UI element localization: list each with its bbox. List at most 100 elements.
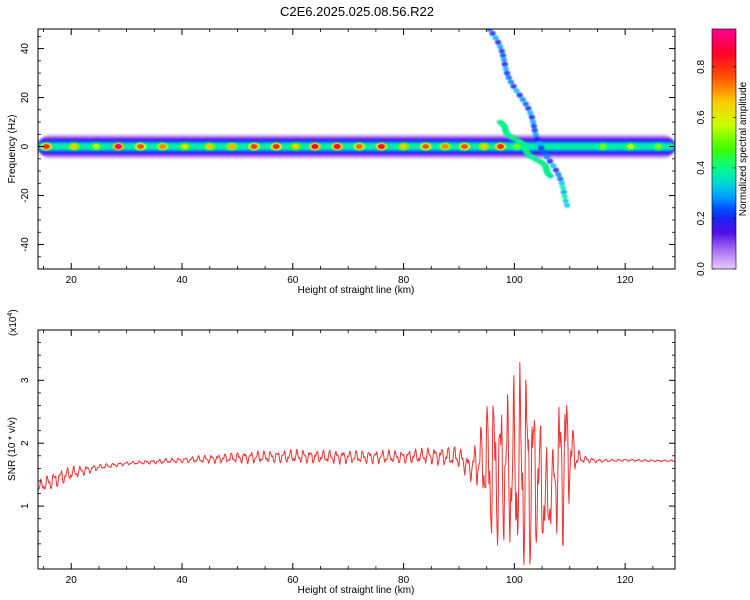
spectrogram-scatter-blob bbox=[519, 96, 527, 103]
spectrogram-scatter-blob bbox=[525, 105, 532, 111]
spectrogram-scatter-blob bbox=[500, 57, 508, 63]
colorbar-tick-label: 0.0 bbox=[696, 262, 707, 276]
spectrogram-peak-core bbox=[159, 144, 167, 149]
spectrogram-peak-core bbox=[42, 144, 50, 149]
spectrogram-x-tick-label: 80 bbox=[398, 275, 410, 286]
spectrogram-scatter-blob bbox=[552, 167, 560, 173]
spectrogram-scatter-blob bbox=[498, 48, 506, 54]
spectrogram-scatter-blob bbox=[507, 79, 515, 85]
spectrogram-frame bbox=[37, 28, 676, 270]
spectrogram-x-tick-label: 100 bbox=[506, 275, 523, 286]
snr-y-tick-label: 2 bbox=[20, 440, 31, 446]
spectrogram-scatter-blob bbox=[527, 110, 534, 116]
spectrogram-scatter-blob bbox=[559, 185, 567, 191]
spectrogram-peak-core bbox=[250, 144, 258, 149]
spectrogram-peak-core bbox=[333, 144, 341, 149]
spectrogram-scatter-blob bbox=[492, 35, 499, 41]
spectrogram-peak-core bbox=[311, 144, 319, 149]
spectrogram-y-tick-label: -40 bbox=[20, 237, 31, 252]
snr-y-label: SNR (10 * v/v) bbox=[7, 417, 18, 481]
spectrogram-x-ticks: 20 40 60 80 100 120 bbox=[43, 29, 654, 286]
spectrogram-scatter-blob bbox=[489, 30, 496, 37]
spectrogram-peak-core bbox=[114, 144, 122, 149]
spectrogram-scatter-blob bbox=[513, 88, 520, 94]
spectrogram-scatter-blob bbox=[560, 189, 568, 195]
spectrogram-y-tick-label: -20 bbox=[20, 188, 31, 203]
spectrogram-scatter-blob bbox=[533, 136, 541, 142]
colorbar-tick-label: 0.4 bbox=[696, 161, 707, 175]
figure-title: C2E6.2025.025.08.56.R22 bbox=[280, 4, 434, 19]
spectrogram-peak-core bbox=[461, 144, 469, 149]
spectrogram-scatter-blob bbox=[510, 83, 517, 89]
spectrogram-scatter-blob bbox=[535, 141, 543, 147]
snr-plot-area bbox=[38, 330, 675, 569]
spectrogram-peak-core bbox=[92, 144, 100, 149]
spectrogram-scatter-blob bbox=[516, 92, 523, 98]
spectrogram-peak-core bbox=[292, 144, 300, 149]
spectrogram-peak-core bbox=[513, 144, 521, 149]
snr-y-tick-label: 1 bbox=[20, 503, 31, 509]
snr-x-tick-label: 20 bbox=[66, 575, 78, 586]
spectrogram-scatter-blob bbox=[522, 101, 529, 107]
spectrogram-peak-core bbox=[422, 144, 430, 149]
snr-x-tick-label: 40 bbox=[176, 575, 188, 586]
colorbar-tick-label: 0.2 bbox=[696, 211, 707, 225]
snr-x-tick-label: 60 bbox=[287, 575, 299, 586]
spectrogram-peak-core bbox=[136, 144, 144, 149]
spectrogram-y-ticks: -40 -20 0 20 40 bbox=[20, 35, 675, 270]
snr-x-label: Height of straight line (km) bbox=[298, 585, 415, 596]
spectrogram-peak-core bbox=[654, 144, 662, 149]
spectrogram-x-tick-label: 40 bbox=[176, 275, 188, 286]
snr-x-ticks: 20 40 60 80 100 120 bbox=[43, 330, 654, 586]
spectrogram-scatter-blob bbox=[555, 171, 562, 178]
spectrogram-scatter-blob bbox=[530, 123, 538, 129]
spectrogram-scatter-blob bbox=[562, 198, 569, 204]
spectrogram-y-tick-label: 20 bbox=[20, 92, 31, 104]
spectrogram-scatter-blob bbox=[528, 114, 536, 120]
spectrogram-scatter-blob bbox=[546, 158, 554, 164]
spectrogram-peak-core bbox=[181, 144, 189, 149]
colorbar: 0.0 0.2 0.4 0.6 0.8 Normalized spectral ampl… bbox=[696, 28, 749, 276]
spectrogram-y-label: Frequency (Hz) bbox=[7, 115, 18, 184]
spectrogram-scatter-blob bbox=[557, 176, 564, 182]
spectrogram-scatter-blob bbox=[502, 66, 509, 72]
spectrogram-x-tick-label: 60 bbox=[287, 275, 299, 286]
snr-x-tick-label: 100 bbox=[506, 575, 523, 586]
colorbar-frame bbox=[711, 28, 737, 270]
snr-frame bbox=[37, 329, 676, 570]
spectrogram-scatter-blob bbox=[547, 173, 554, 179]
spectrogram-peak-core bbox=[400, 144, 408, 149]
spectrogram-scatter-blob bbox=[503, 70, 511, 76]
snr-x-tick-label: 120 bbox=[617, 575, 634, 586]
colorbar-tick-label: 0.6 bbox=[696, 110, 707, 124]
spectrogram-peak-core bbox=[441, 144, 449, 149]
spectrogram-scatter-blob bbox=[529, 118, 537, 125]
spectrogram-scatter-blob bbox=[501, 61, 509, 67]
spectrogram-scatter-blob bbox=[558, 180, 566, 186]
spectrogram-panel: 20 40 60 80 100 120 -40 -20 0 20 40 Height of str… bbox=[7, 28, 676, 296]
snr-y-tick-label: 3 bbox=[20, 377, 31, 383]
spectrogram-peak-core bbox=[206, 144, 214, 149]
spectrogram-scatter-blob bbox=[499, 52, 507, 59]
spectrogram-scatter-blob bbox=[537, 145, 545, 151]
snr-panel: 20 40 60 80 100 120 1 2 3 Height of straight li… bbox=[7, 309, 676, 596]
spectrogram-content bbox=[38, 29, 675, 208]
spectrogram-peak-core bbox=[497, 144, 505, 149]
spectrogram-peak-core bbox=[377, 144, 385, 149]
spectrogram-scatter-blob bbox=[561, 193, 568, 200]
spectrogram-x-label: Height of straight line (km) bbox=[298, 285, 415, 296]
spectrogram-scatter-blob bbox=[532, 132, 539, 138]
spectrogram-scatter-blob bbox=[540, 149, 548, 156]
colorbar-gradient bbox=[712, 29, 736, 269]
spectrogram-peak-core bbox=[272, 144, 280, 149]
spectrogram-x-tick-label: 20 bbox=[66, 275, 78, 286]
spectrogram-scatter-blob bbox=[505, 74, 512, 81]
spectrogram-x-tick-label: 120 bbox=[617, 275, 634, 286]
spectrogram-peak-core bbox=[355, 144, 363, 149]
spectrogram-scatter-blob bbox=[494, 39, 502, 45]
spectrogram-y-tick-label: 40 bbox=[20, 43, 31, 55]
spectrogram-peak-core bbox=[480, 144, 488, 149]
snr-series-line bbox=[38, 362, 675, 566]
colorbar-tick-label: 0.8 bbox=[696, 60, 707, 74]
